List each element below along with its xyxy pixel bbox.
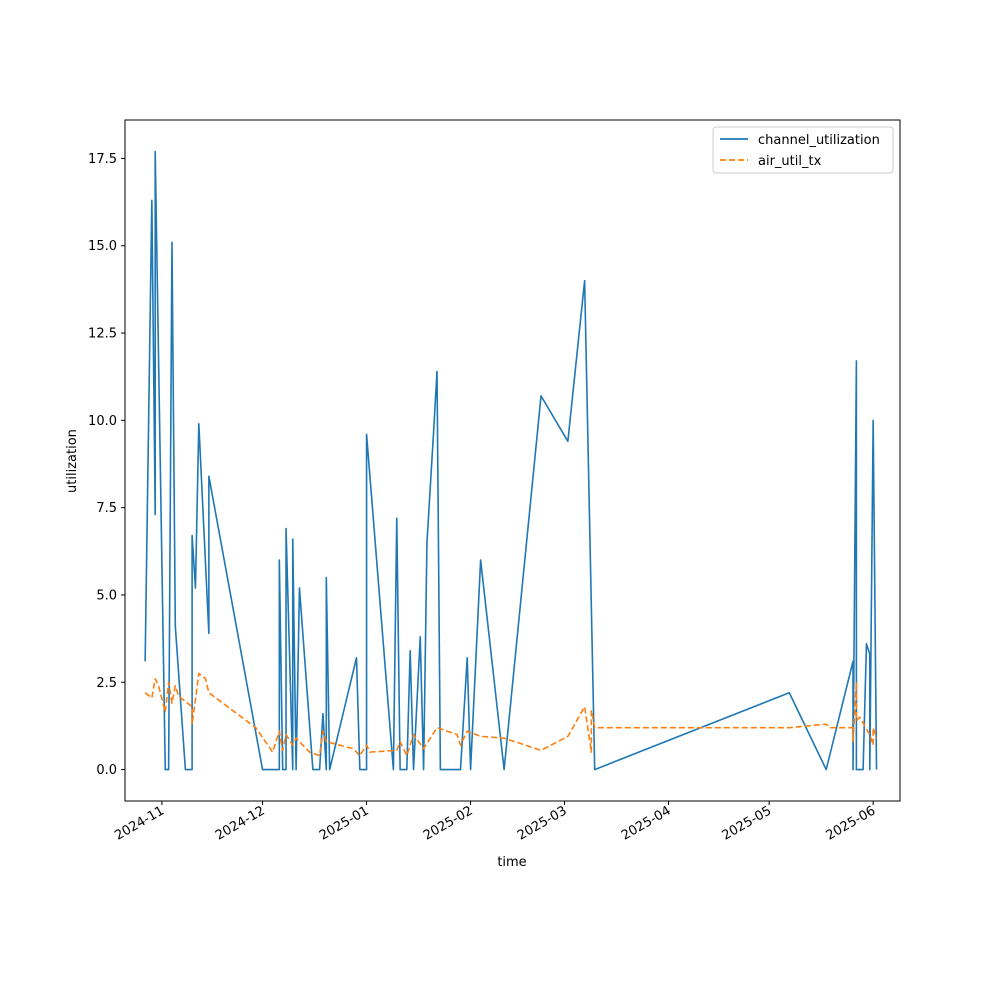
legend-label-air-util-tx: air_util_tx [758,154,822,169]
legend-box [712,126,894,174]
y-tick-label: 17.5 [88,152,117,167]
series-line-air-util-tx [144,672,878,757]
y-tick-label: 0.0 [96,763,117,778]
plot-frame [124,119,901,802]
y-tick-label: 12.5 [88,327,117,342]
y-axis-label: utilization [65,429,80,493]
y-tick-label: 15.0 [88,239,117,254]
series-layer [144,150,878,771]
y-tick-label: 10.0 [88,414,117,429]
x-axis-label: time [497,855,526,870]
series-line-channel-utilization [144,150,878,771]
legend-label-channel-utilization: channel_utilization [758,133,880,148]
y-tick-label: 2.5 [96,676,117,691]
y-tick-label: 7.5 [96,501,117,516]
y-axis: 0.0 2.5 5.0 7.5 10.0 12.5 15.0 17.5 [88,152,125,778]
y-tick-label: 5.0 [96,588,117,603]
legend: channel_utilization air_util_tx [712,126,894,174]
